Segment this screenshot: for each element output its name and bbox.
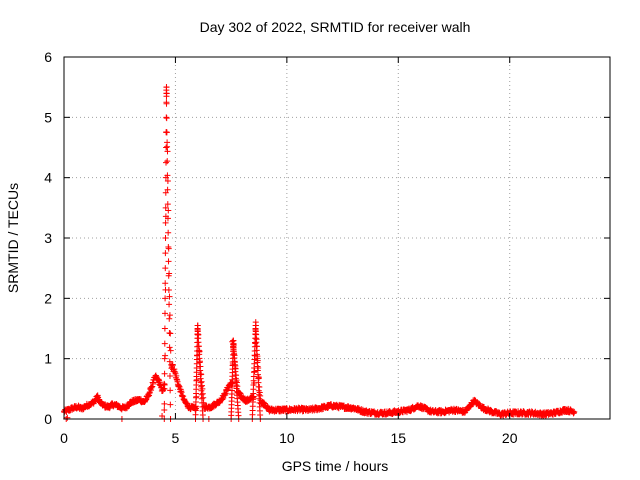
y-tick-label: 6 (44, 49, 52, 65)
data-point (163, 100, 170, 107)
data-point (161, 385, 168, 392)
data-point (166, 373, 173, 380)
data-point (161, 355, 168, 362)
data-point (162, 280, 169, 287)
data-point (164, 158, 171, 165)
y-tick-label: 5 (44, 109, 52, 125)
data-point (161, 310, 168, 317)
grid-lines (64, 57, 610, 419)
data-point (167, 387, 174, 394)
y-tick-label: 0 (44, 411, 52, 427)
y-tick-label: 2 (44, 290, 52, 306)
data-point (161, 370, 168, 377)
x-axis-label: GPS time / hours (282, 458, 389, 474)
x-tick-label: 10 (279, 430, 295, 446)
data-point (162, 219, 169, 226)
data-point (161, 325, 168, 332)
data-point (162, 189, 169, 196)
data-point (252, 331, 259, 338)
x-tick-label: 5 (172, 430, 180, 446)
data-point (161, 400, 168, 407)
y-tick-label: 1 (44, 351, 52, 367)
data-point (229, 338, 236, 345)
data-point (164, 215, 171, 222)
data-point (163, 129, 170, 136)
axis-ticks (63, 56, 610, 420)
data-point (230, 346, 237, 353)
data-point (162, 235, 169, 241)
data-point (165, 272, 172, 279)
data-points (61, 84, 578, 422)
y-tick-label: 3 (44, 230, 52, 246)
data-point (162, 250, 169, 257)
data-point (165, 287, 172, 294)
data-point (166, 358, 173, 365)
data-point (165, 258, 172, 265)
data-point (166, 293, 173, 300)
data-point (161, 340, 168, 347)
data-point (165, 229, 172, 236)
x-tick-label: 0 (60, 430, 68, 446)
data-point (163, 159, 170, 166)
data-point (159, 412, 166, 419)
data-point (166, 312, 173, 319)
data-point (163, 93, 170, 100)
data-point (167, 347, 174, 354)
data-point (167, 401, 174, 408)
data-point (162, 204, 169, 211)
data-point (64, 414, 71, 421)
data-point (167, 330, 174, 337)
data-point (250, 393, 257, 400)
data-point (164, 186, 171, 193)
data-point (163, 144, 170, 151)
x-tick-label: 20 (502, 430, 518, 446)
data-point (162, 295, 169, 302)
data-point (165, 207, 172, 214)
data-point (166, 330, 173, 337)
data-point (571, 408, 578, 415)
data-point (164, 143, 171, 150)
data-point (166, 301, 173, 308)
data-point (162, 265, 169, 272)
data-point (169, 361, 176, 368)
data-point (164, 178, 171, 185)
data-point (164, 172, 171, 179)
data-point (164, 201, 171, 208)
data-point (166, 344, 173, 351)
data-point (165, 244, 172, 251)
data-point (194, 331, 201, 338)
tick-labels: 0 5 10 15 20 0 1 2 3 4 5 6 (44, 49, 518, 446)
data-point (166, 315, 173, 322)
data-point (161, 406, 168, 413)
x-tick-label: 15 (390, 430, 406, 446)
data-point (163, 115, 170, 122)
chart-title: Day 302 of 2022, SRMTID for receiver wal… (200, 19, 471, 35)
y-tick-label: 4 (44, 170, 52, 186)
y-axis-label: SRMTID / TECUs (5, 183, 21, 293)
